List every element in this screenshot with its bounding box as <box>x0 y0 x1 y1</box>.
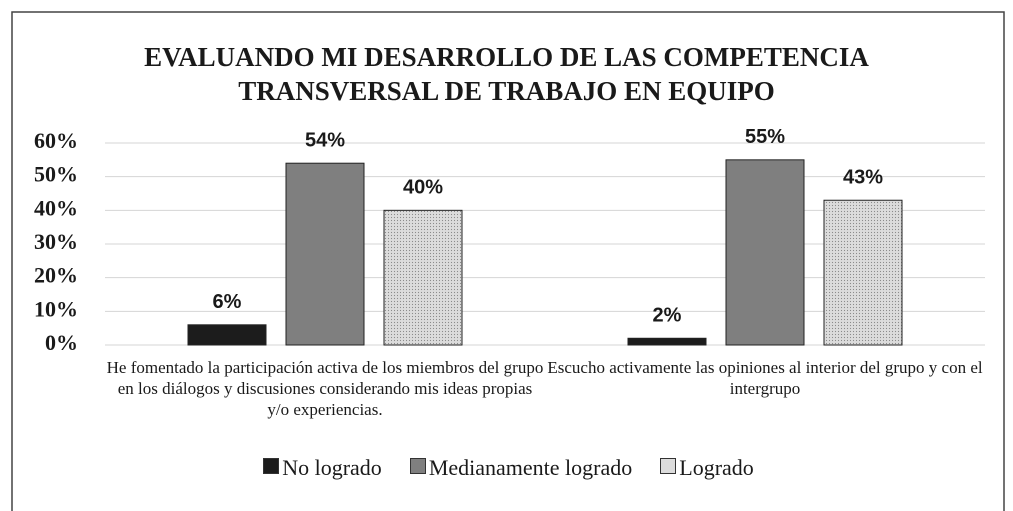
y-tick-label: 40% <box>34 195 78 220</box>
bar <box>725 159 805 346</box>
chart-title: EVALUANDO MI DESARROLLO DE LAS COMPETENC… <box>144 42 869 106</box>
bar <box>823 199 903 346</box>
legend-item: No logrado <box>263 455 382 481</box>
data-label: 43% <box>843 167 883 189</box>
bar <box>187 324 267 346</box>
bar <box>285 162 365 346</box>
y-tick-label: 0% <box>45 330 78 355</box>
legend-label: No logrado <box>282 455 382 480</box>
data-label: 54% <box>305 129 345 151</box>
y-tick-label: 20% <box>34 263 78 288</box>
y-tick-label: 50% <box>34 162 78 187</box>
data-label: 55% <box>745 126 785 148</box>
data-label: 6% <box>213 291 242 313</box>
bar <box>627 337 707 346</box>
legend-label: Medianamente logrado <box>428 455 633 480</box>
x-tick-label: He fomentado la participación activa de … <box>106 358 544 419</box>
bar <box>383 209 463 346</box>
legend-swatch <box>409 458 426 474</box>
legend: No logrado Medianamente logrado Logrado <box>12 455 1005 481</box>
data-label: 40% <box>403 177 443 199</box>
data-label: 2% <box>653 305 682 327</box>
y-tick-label: 10% <box>34 296 78 321</box>
legend-item: Logrado <box>660 455 754 481</box>
legend-label: Logrado <box>679 455 754 480</box>
legend-swatch <box>660 458 677 474</box>
y-tick-label: 60% <box>34 128 78 153</box>
x-tick-label: Escucho activamente las opiniones al int… <box>547 358 983 398</box>
legend-item: Medianamente logrado <box>409 455 633 481</box>
chart-border <box>11 11 1005 511</box>
legend-swatch <box>263 458 280 474</box>
y-tick-label: 30% <box>34 229 78 254</box>
